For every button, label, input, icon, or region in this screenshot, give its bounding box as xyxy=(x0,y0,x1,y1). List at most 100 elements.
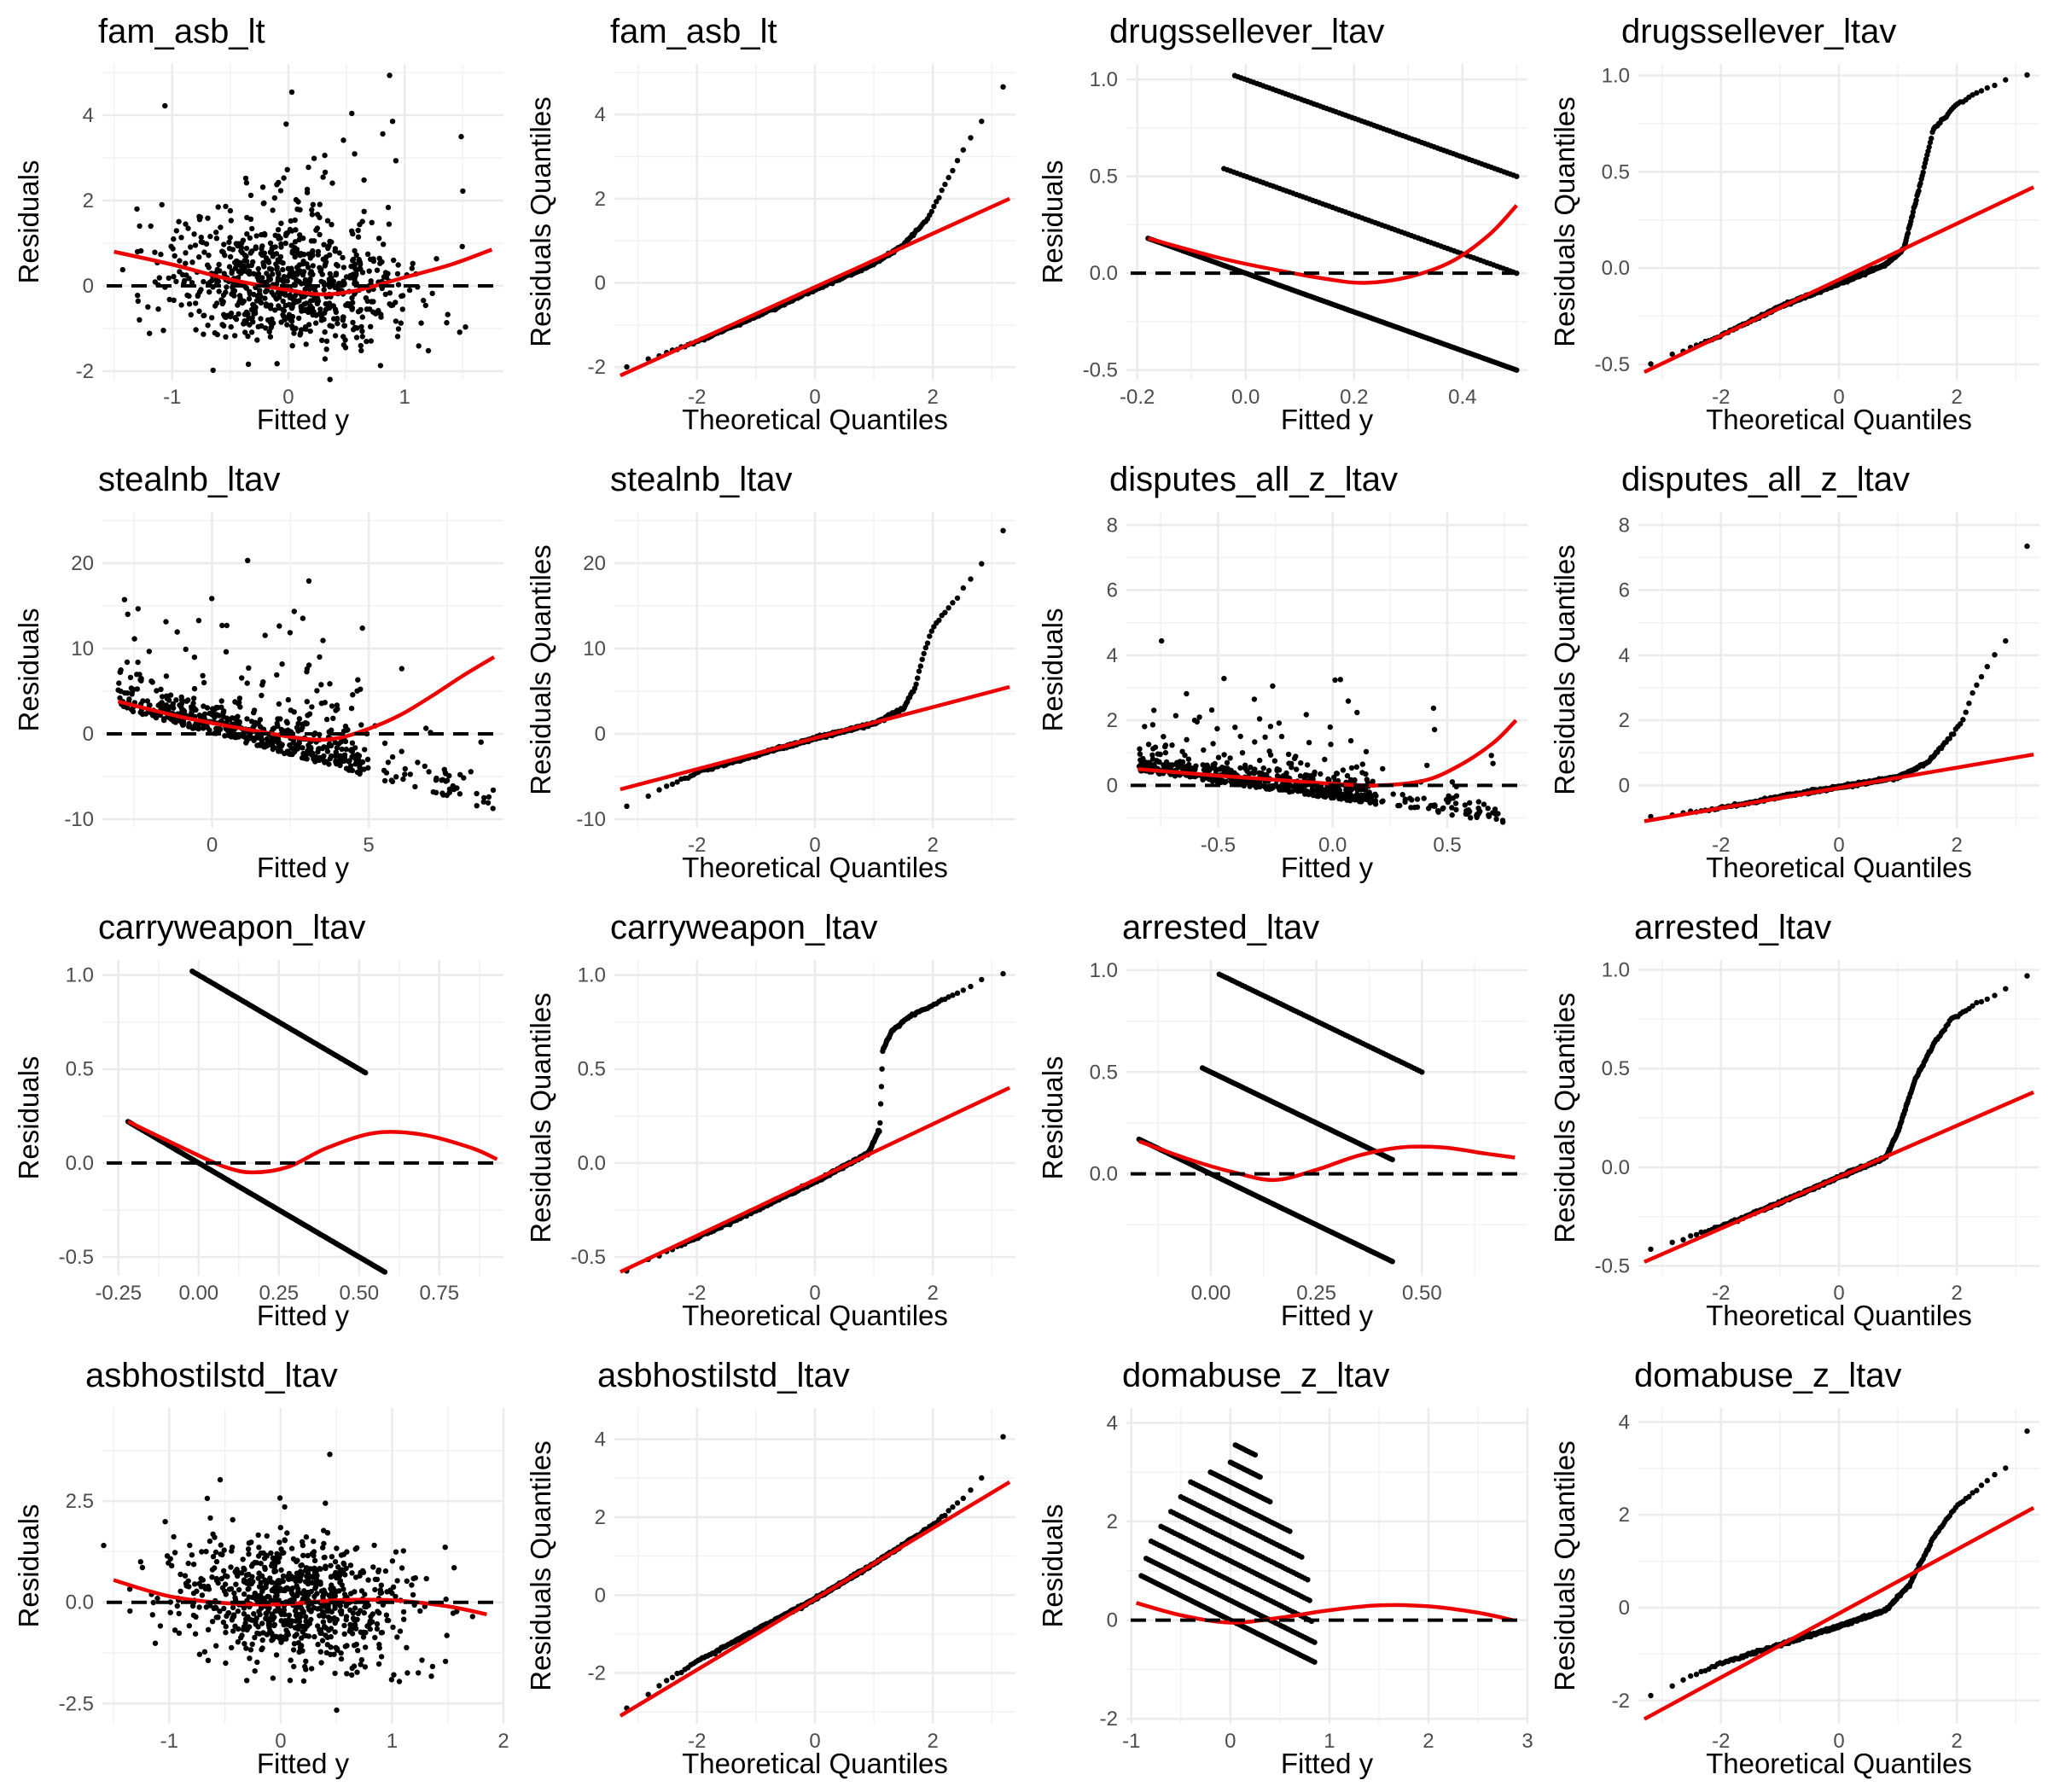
y-tick-label: 20 xyxy=(71,552,94,575)
data-point xyxy=(291,608,297,614)
data-point xyxy=(315,295,321,302)
data-point xyxy=(269,266,275,273)
data-point xyxy=(876,1128,882,1135)
x-tick-label: 0.50 xyxy=(339,1282,379,1305)
data-points xyxy=(125,969,388,1275)
data-point xyxy=(381,740,388,747)
data-point xyxy=(300,615,306,621)
data-point xyxy=(213,236,220,241)
data-point xyxy=(154,688,160,694)
data-point xyxy=(1905,230,1911,236)
data-point xyxy=(919,656,925,662)
y-tick-label: 6 xyxy=(1619,579,1630,602)
x-tick-label: 0 xyxy=(207,834,218,857)
y-tick-label: -0.5 xyxy=(571,1246,606,1269)
data-point xyxy=(350,230,356,237)
data-point xyxy=(178,235,184,241)
data-point xyxy=(263,255,270,261)
y-tick-label: 20 xyxy=(583,552,606,575)
data-point xyxy=(1421,795,1427,801)
data-point xyxy=(271,195,278,201)
data-point xyxy=(928,628,934,634)
data-point xyxy=(305,578,312,584)
data-point xyxy=(124,659,131,666)
data-point xyxy=(295,743,302,750)
data-point xyxy=(226,264,233,270)
data-point xyxy=(242,175,249,182)
data-point xyxy=(365,765,371,771)
data-point xyxy=(327,323,333,329)
data-point xyxy=(176,218,182,224)
data-point xyxy=(218,224,224,230)
data-point xyxy=(241,311,248,317)
data-point xyxy=(277,259,283,265)
data-point xyxy=(399,748,404,754)
data-point xyxy=(1274,773,1281,779)
data-point xyxy=(368,323,374,329)
data-point xyxy=(350,319,356,326)
data-point xyxy=(1946,736,1952,742)
data-point xyxy=(1390,791,1396,797)
data-point xyxy=(195,618,202,624)
data-point xyxy=(352,151,358,157)
data-point xyxy=(189,710,195,716)
data-point xyxy=(359,314,365,320)
data-point xyxy=(318,317,324,323)
data-point xyxy=(125,611,131,617)
data-point xyxy=(210,367,216,374)
data-point xyxy=(968,135,974,141)
data-point xyxy=(354,688,360,694)
data-point xyxy=(388,777,394,783)
data-point xyxy=(228,218,234,224)
data-point xyxy=(381,1269,388,1275)
data-point xyxy=(340,254,346,261)
data-point xyxy=(486,794,492,800)
data-point xyxy=(1336,788,1342,794)
data-point xyxy=(485,800,492,806)
data-point xyxy=(322,169,329,176)
data-point xyxy=(289,343,295,349)
plot-svg: -0.2 0.0 0.2 0.4-0.50.00.51.0drugssellever_… xyxy=(1037,13,1527,435)
x-tick-label: 2 xyxy=(928,834,939,857)
data-point xyxy=(340,265,347,271)
y-tick-label: 0 xyxy=(83,723,94,746)
gridlines xyxy=(614,512,1015,828)
data-point xyxy=(1162,742,1169,748)
data-point xyxy=(359,625,365,631)
y-tick-label: 4 xyxy=(1107,644,1118,667)
data-point xyxy=(1348,765,1355,771)
data-point xyxy=(171,236,177,242)
data-point xyxy=(272,244,278,250)
data-point xyxy=(245,333,251,340)
data-point xyxy=(1347,798,1353,804)
data-point xyxy=(1322,788,1328,794)
data-point xyxy=(223,289,229,295)
data-point xyxy=(362,747,368,753)
data-point xyxy=(256,294,262,300)
data-point xyxy=(339,758,345,764)
data-point xyxy=(1280,773,1286,779)
data-point xyxy=(478,739,484,745)
data-point xyxy=(421,297,427,304)
y-tick-label: 0.0 xyxy=(1090,262,1118,285)
data-point xyxy=(350,300,356,305)
data-point xyxy=(1978,88,1985,94)
x-tick-label: 0.75 xyxy=(419,1282,459,1305)
data-point xyxy=(200,672,206,678)
data-point xyxy=(922,644,928,651)
data-point xyxy=(276,179,282,186)
data-point xyxy=(300,272,306,278)
data-point xyxy=(353,252,359,259)
y-tick-label: 6 xyxy=(1107,579,1118,602)
data-point xyxy=(1260,765,1266,771)
data-point xyxy=(145,304,151,310)
data-point xyxy=(394,271,401,277)
data-point xyxy=(1351,794,1357,800)
data-point xyxy=(288,707,294,713)
data-point xyxy=(1486,812,1492,818)
data-point xyxy=(163,693,170,699)
data-point xyxy=(255,265,261,272)
x-tick-label: 0.00 xyxy=(178,1282,218,1305)
data-point xyxy=(317,306,323,312)
